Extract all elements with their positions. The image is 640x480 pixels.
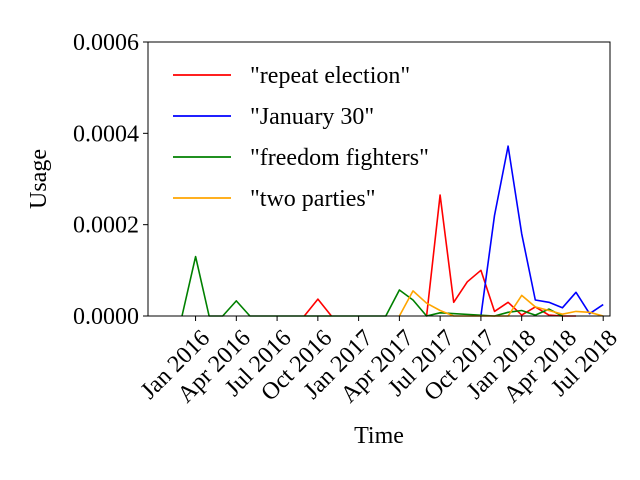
- y-tick-label: 0.0004: [73, 121, 139, 147]
- plot-frame: [147, 41, 611, 317]
- y-tick-label: 0.0006: [73, 30, 139, 56]
- series-2-line: [480, 145, 604, 317]
- series-1-line-segment: [303, 298, 333, 317]
- series-layer: [181, 145, 604, 317]
- series-4-line: [398, 290, 604, 317]
- series-3-line: [181, 255, 563, 317]
- y-axis: 0.0000 0.0002 0.0004 0.0006: [73, 30, 148, 330]
- legend-label: "freedom fighters": [250, 145, 429, 171]
- legend: "repeat election" "January 30" "freedom fi…: [173, 63, 429, 212]
- legend-label: "repeat election": [250, 63, 410, 89]
- y-tick-label: 0.0002: [73, 213, 139, 239]
- x-axis-title: Time: [354, 423, 404, 449]
- y-tick-label: 0.0000: [73, 304, 139, 330]
- legend-label: "January 30": [250, 104, 374, 130]
- series-1-line: [425, 194, 576, 317]
- y-axis-title: Usage: [26, 149, 52, 209]
- legend-label: "two parties": [250, 186, 376, 212]
